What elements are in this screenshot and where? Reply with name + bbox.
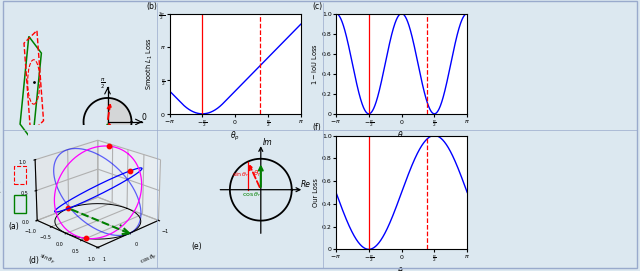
Text: Im: Im — [263, 138, 273, 147]
Text: (d): (d) — [28, 256, 39, 265]
Text: Re: Re — [301, 180, 311, 189]
Text: predict: predict — [28, 173, 50, 178]
Text: (f): (f) — [312, 123, 321, 132]
Y-axis label: Our Loss: Our Loss — [313, 178, 319, 207]
Text: $0$: $0$ — [141, 111, 147, 122]
Y-axis label: $\sin\theta_p$: $\sin\theta_p$ — [37, 251, 56, 268]
Text: ground-truth: ground-truth — [28, 202, 68, 207]
Text: (b): (b) — [146, 2, 157, 11]
X-axis label: $\theta_p$: $\theta_p$ — [230, 130, 240, 143]
Polygon shape — [108, 98, 131, 146]
Text: $\theta_p$: $\theta_p$ — [112, 123, 122, 137]
X-axis label: $\cos\theta_p$: $\cos\theta_p$ — [138, 251, 159, 268]
Text: $-\frac{\pi}{2}$: $-\frac{\pi}{2}$ — [94, 151, 106, 166]
Y-axis label: $1-\mathrm{IoU}$ Loss: $1-\mathrm{IoU}$ Loss — [310, 43, 319, 85]
Text: (a): (a) — [8, 222, 19, 231]
Y-axis label: Smooth $L_1$ Loss: Smooth $L_1$ Loss — [145, 37, 155, 90]
Text: (e): (e) — [191, 242, 202, 251]
X-axis label: $\theta_p$: $\theta_p$ — [397, 266, 406, 271]
Text: $\theta_r$: $\theta_r$ — [253, 169, 261, 179]
Text: $\sin\theta_r$: $\sin\theta_r$ — [232, 170, 250, 179]
X-axis label: $\theta_p$: $\theta_p$ — [397, 130, 406, 143]
Text: (c): (c) — [312, 2, 323, 11]
Text: $\frac{\pi}{2}$: $\frac{\pi}{2}$ — [100, 76, 106, 91]
Text: $\cos\theta_r$: $\cos\theta_r$ — [241, 190, 261, 199]
